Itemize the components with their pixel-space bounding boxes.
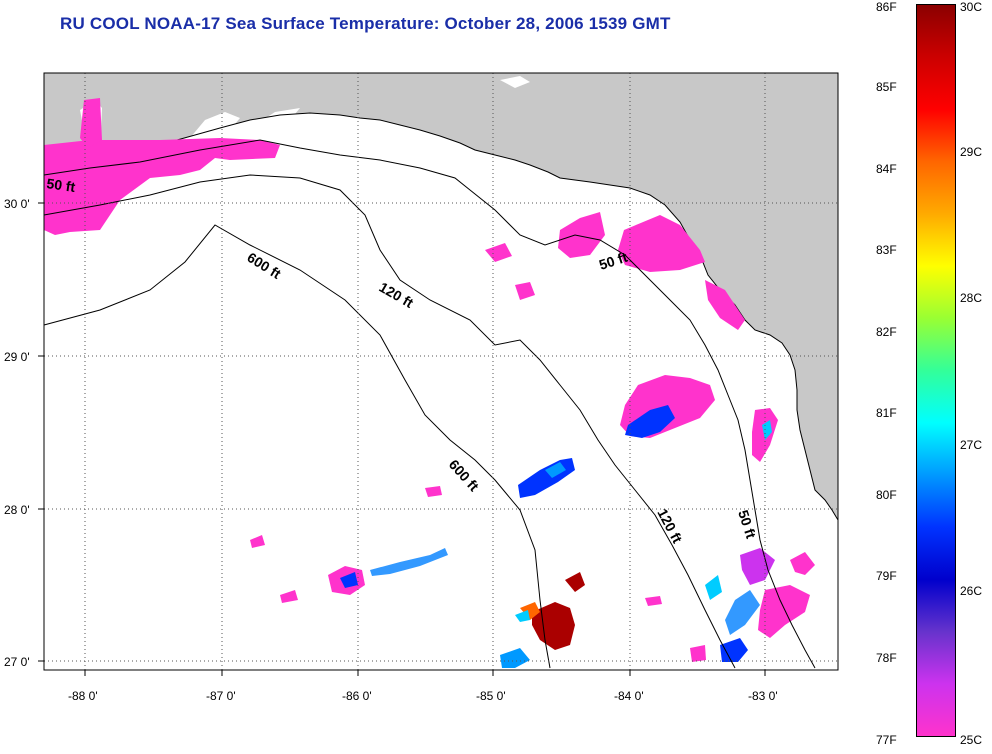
colorbar-f-label: 84F <box>876 162 897 176</box>
lon-label: -86 0' <box>342 689 372 703</box>
colorbar-f-label: 78F <box>876 651 897 665</box>
colorbar-f-label: 82F <box>876 325 897 339</box>
colorbar-f-label: 83F <box>876 243 897 257</box>
lat-label: 27 0' <box>4 655 30 669</box>
lat-label: 30 0' <box>4 197 30 211</box>
colorbar-f-label: 81F <box>876 406 897 420</box>
contour-label: 50 ft <box>46 175 77 195</box>
lon-label: -84 0' <box>614 689 644 703</box>
lon-label: -85 0' <box>476 689 506 703</box>
axis-ticks <box>38 202 766 676</box>
map-frame <box>43 72 839 671</box>
bay-water <box>190 112 240 138</box>
sst-map: 50 ft 600 ft 120 ft 50 ft 600 ft 120 ft … <box>4 72 839 703</box>
colorbar-f-label: 85F <box>876 80 897 94</box>
colorbar-c-label: 26C <box>960 584 983 598</box>
bay-water <box>500 76 530 88</box>
lat-label: 29 0' <box>4 350 30 364</box>
colorbar-f-label: 79F <box>876 569 897 583</box>
land-region <box>44 73 838 520</box>
contour-50ft <box>43 139 816 669</box>
depth-contours <box>43 139 816 669</box>
lon-label: -83 0' <box>748 689 778 703</box>
lon-label: -87 0' <box>206 689 236 703</box>
colorbar-c-label: 30C <box>960 0 983 14</box>
contour-600ft <box>43 224 551 669</box>
colorbar-c-label: 28C <box>960 291 983 305</box>
colorbar-c-label: 29C <box>960 145 983 159</box>
coastline <box>43 112 839 521</box>
bay-water <box>255 108 300 128</box>
sst-data-patches <box>44 98 815 668</box>
colorbar-f-label: 77F <box>876 733 897 747</box>
graticule <box>44 73 838 670</box>
colorbar-gradient <box>916 4 956 737</box>
colorbar <box>916 4 956 737</box>
lon-label: -88 0' <box>68 689 98 703</box>
colorbar-c-label: 27C <box>960 438 983 452</box>
lat-label: 28 0' <box>4 503 30 517</box>
colorbar-f-label: 80F <box>876 488 897 502</box>
map-title: RU COOL NOAA-17 Sea Surface Temperature:… <box>60 14 671 33</box>
colorbar-c-label: 25C <box>960 733 983 747</box>
contour-120ft <box>43 174 736 669</box>
colorbar-f-label: 86F <box>876 0 897 14</box>
